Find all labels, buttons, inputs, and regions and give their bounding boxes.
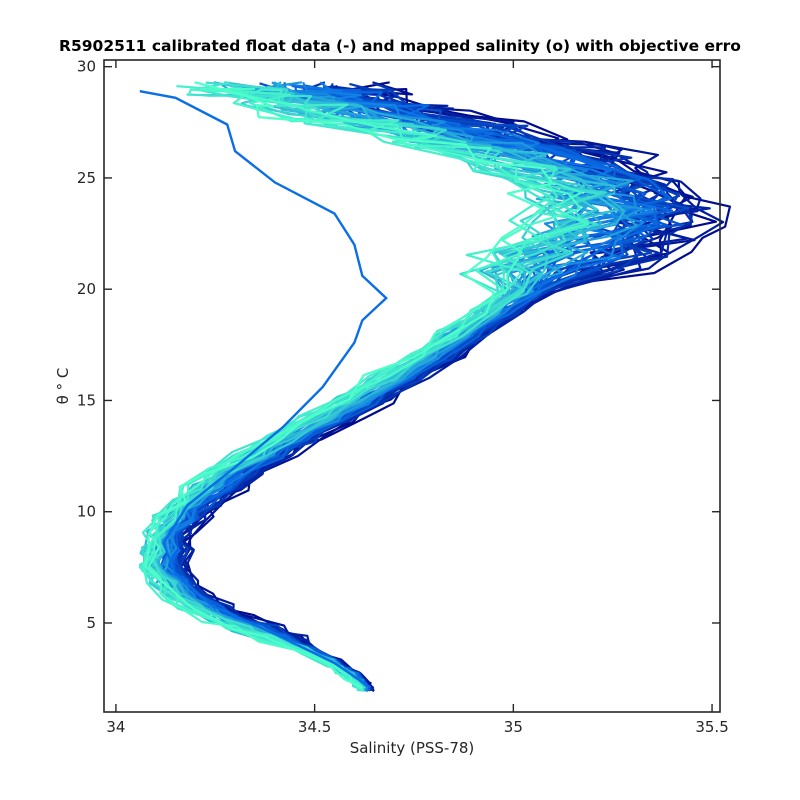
axes-frame xyxy=(103,59,721,713)
y-tick-label: 20 xyxy=(77,280,96,298)
profile-line xyxy=(143,81,554,689)
y-tick-label: 15 xyxy=(77,391,96,409)
x-tick-label: 35.5 xyxy=(695,718,728,736)
chart-title: R5902511 calibrated float data (-) and m… xyxy=(59,37,741,55)
x-tick-label: 35 xyxy=(504,718,523,736)
x-axis-label: Salinity (PSS-78) xyxy=(350,739,475,757)
x-tick-label: 34.5 xyxy=(298,718,331,736)
y-axis-label: θ ° C xyxy=(54,368,72,405)
y-tick-label: 10 xyxy=(77,503,96,521)
y-tick-label: 5 xyxy=(86,614,96,632)
outlier-profile-line xyxy=(139,90,388,689)
y-tick-label: 25 xyxy=(77,169,96,187)
y-tick-label: 30 xyxy=(77,58,96,76)
profile-lines xyxy=(138,81,731,692)
x-tick-label: 34 xyxy=(106,718,125,736)
axis-ticks: 34 34.5 35 35.5 5 10 15 20 25 30 xyxy=(77,58,729,736)
